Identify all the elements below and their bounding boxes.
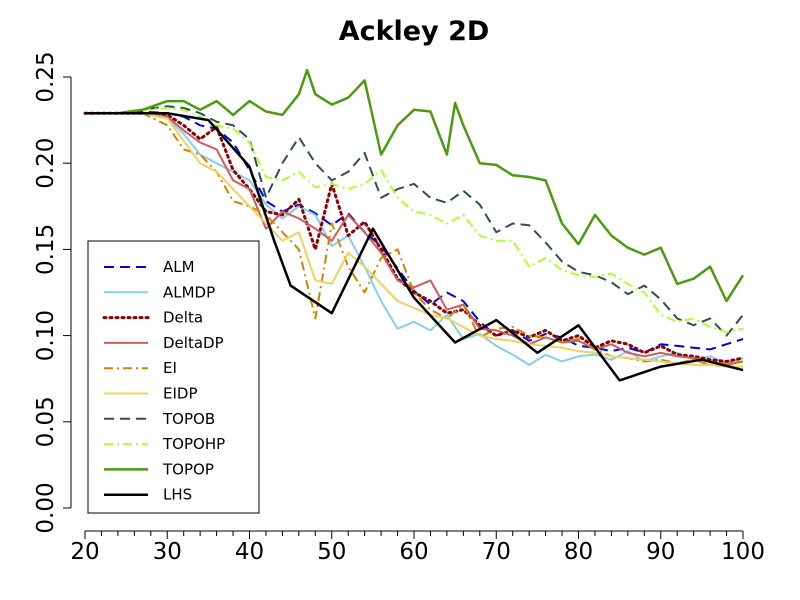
legend: ALM ALMDP Delta DeltaDP EI EIDP TOPOB TOPOHP TOP… [87,240,260,514]
y-tick-label: 0.10 [33,310,59,361]
x-tick-label: 80 [564,539,593,565]
x-tick-label: 70 [482,539,511,565]
y-tick-label: 0.05 [33,396,59,447]
series-line-topob [85,105,744,337]
legend-label: TOPOHP [162,435,225,453]
x-tick-label: 30 [153,539,182,565]
legend-label: DeltaDP [163,334,224,352]
series-line-lhs [85,111,744,382]
series-line-delta [83,111,745,363]
y-axis: 0.00 0.05 0.10 0.15 0.20 0.25 [33,51,72,534]
legend-label: EIDP [163,385,198,403]
x-tick-label: 100 [721,539,765,565]
legend-label: Delta [163,309,203,327]
y-tick-label: 0.20 [33,138,59,189]
series-line-ei [85,112,744,366]
series-layer [83,68,745,382]
legend-label: LHS [163,486,192,504]
legend-label: ALM [163,258,195,276]
x-tick-label: 50 [317,539,346,565]
series-line-topop [85,68,745,303]
series-line-deltadp [85,112,744,366]
series-line-topohp [85,107,744,334]
x-axis: 20 30 40 50 60 70 80 90 100 [70,530,765,565]
y-tick-label: 0.25 [33,51,59,102]
y-tick-label: 0.00 [33,482,59,533]
legend-label: TOPOB [162,410,215,428]
legend-box [87,240,260,514]
legend-label: ALMDP [163,283,215,301]
series-line-almdp [85,112,744,366]
x-tick-label: 90 [646,539,675,565]
legend-label: EI [163,359,177,377]
x-tick-label: 40 [235,539,264,565]
x-tick-label: 20 [70,539,99,565]
chart-title: Ackley 2D [339,16,490,47]
y-tick-label: 0.15 [33,224,59,275]
legend-label: TOPOP [162,460,214,478]
x-tick-label: 60 [399,539,428,565]
